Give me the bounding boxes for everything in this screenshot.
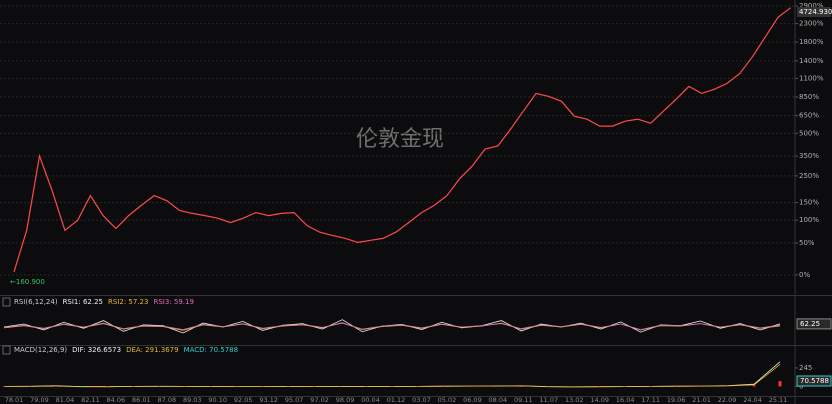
macd-bar <box>752 385 756 387</box>
macd-bar <box>726 385 730 387</box>
macd-bar <box>261 386 265 387</box>
y-tick-label: 1100% <box>799 74 824 82</box>
x-tick-label: 14.09 <box>590 396 609 404</box>
macd-bar <box>623 386 627 387</box>
panel-title: MACD(12,26,9) <box>14 346 67 354</box>
x-tick-label: 08.04 <box>489 396 508 404</box>
macd-bar <box>545 386 549 387</box>
macd-bar <box>312 386 316 387</box>
y-tick-label: 245 <box>799 364 812 372</box>
macd-bar <box>468 386 472 387</box>
macd-bar <box>364 386 368 387</box>
x-tick-label: 87.08 <box>157 396 176 404</box>
x-tick-label: 06.09 <box>463 396 482 404</box>
y-tick-label: 1800% <box>799 38 824 46</box>
macd-bar <box>571 386 575 387</box>
help-icon <box>2 345 11 355</box>
x-tick-label: 11.07 <box>539 396 558 404</box>
x-tick-label: 13.02 <box>565 396 584 404</box>
x-tick-label: 17.11 <box>641 396 660 404</box>
x-tick-label: 22.09 <box>718 396 737 404</box>
x-tick-label: 00.04 <box>361 396 380 404</box>
macd-bar <box>390 386 394 387</box>
x-tick-label: 21.01 <box>692 396 711 404</box>
x-tick-label: 24.04 <box>743 396 762 404</box>
y-tick-label: 500% <box>799 129 819 137</box>
legend-entry: DIF: 326.6573 <box>72 346 121 354</box>
macd-bar <box>54 385 58 387</box>
watermark: 伦敦金现 <box>356 127 444 152</box>
y-tick-label: 0% <box>799 271 810 279</box>
help-icon <box>2 297 11 307</box>
macd-bar <box>778 381 782 387</box>
x-tick-label: 86.01 <box>132 396 151 404</box>
x-tick-label: 82.11 <box>81 396 100 404</box>
x-tick-label: 78.01 <box>5 396 24 404</box>
legend-entry: MACD: 70.5788 <box>184 346 239 354</box>
price-line <box>13 7 792 273</box>
macd-bar <box>235 386 239 387</box>
x-tick-label: 25.11 <box>769 396 788 404</box>
macd-bar <box>131 386 135 387</box>
value-box <box>796 318 832 330</box>
first-price: ←160.900 <box>10 278 45 286</box>
legend-entry: RSI2: 57.23 <box>108 298 148 306</box>
x-tick-label: 93.12 <box>259 396 278 404</box>
macd-bar <box>209 386 213 387</box>
x-tick-label: 98.09 <box>336 396 355 404</box>
macd-bar <box>80 386 84 387</box>
macd-bar <box>105 386 109 387</box>
y-tick-label: 50% <box>799 239 815 247</box>
macd-bar <box>28 386 32 387</box>
macd-bar <box>416 386 420 387</box>
y-tick-label: 350% <box>799 152 819 160</box>
x-tick-label: 05.02 <box>438 396 457 404</box>
macd-bar <box>183 386 187 387</box>
x-tick-label: 09.11 <box>514 396 533 404</box>
x-tick-label: 79.09 <box>30 396 49 404</box>
y-tick-label: 100% <box>799 216 819 224</box>
y-tick-label: 650% <box>799 112 819 120</box>
value-box <box>796 375 832 387</box>
macd-bar <box>442 386 446 387</box>
value-box-label: 62.25 <box>800 320 820 328</box>
x-tick-label: 81.04 <box>56 396 75 404</box>
y-tick-label: 2900% <box>799 2 824 10</box>
last-price: 4724.930 <box>799 8 832 16</box>
macd-bar <box>700 386 704 387</box>
legend-entry: RSI1: 62.25 <box>63 298 103 306</box>
x-tick-label: 90.10 <box>208 396 227 404</box>
macd-bar <box>597 386 601 387</box>
x-tick-label: 89.03 <box>183 396 202 404</box>
x-tick-label: 19.06 <box>667 396 686 404</box>
x-tick-label: 84.06 <box>107 396 126 404</box>
macd-bar <box>649 386 653 387</box>
x-tick-label: 03.07 <box>412 396 431 404</box>
macd-bar <box>493 386 497 387</box>
x-tick-label: 01.12 <box>387 396 406 404</box>
x-tick-label: 95.07 <box>285 396 304 404</box>
y-tick-label: 150% <box>799 199 819 207</box>
y-tick-label: 2300% <box>799 20 824 28</box>
macd-bar <box>157 386 161 387</box>
x-tick-label: 97.02 <box>310 396 329 404</box>
macd-bar <box>519 386 523 387</box>
macd-bar <box>287 386 291 387</box>
macd-bar <box>2 386 6 387</box>
panel-title: RSI(6,12,24) <box>14 298 58 306</box>
y-tick-label: 1400% <box>799 57 824 65</box>
x-tick-label: 92.05 <box>234 396 253 404</box>
macd-bar <box>338 386 342 387</box>
indicator-line <box>3 322 781 331</box>
value-box-label: 70.5788 <box>800 377 829 385</box>
x-tick-label: 16.04 <box>616 396 635 404</box>
macd-bar <box>675 386 679 387</box>
y-tick-label: 850% <box>799 93 819 101</box>
value-box <box>797 7 831 17</box>
legend-entry: DEA: 291.3679 <box>126 346 178 354</box>
y-tick-label: 250% <box>799 172 819 180</box>
legend-entry: RSI3: 59.19 <box>153 298 193 306</box>
